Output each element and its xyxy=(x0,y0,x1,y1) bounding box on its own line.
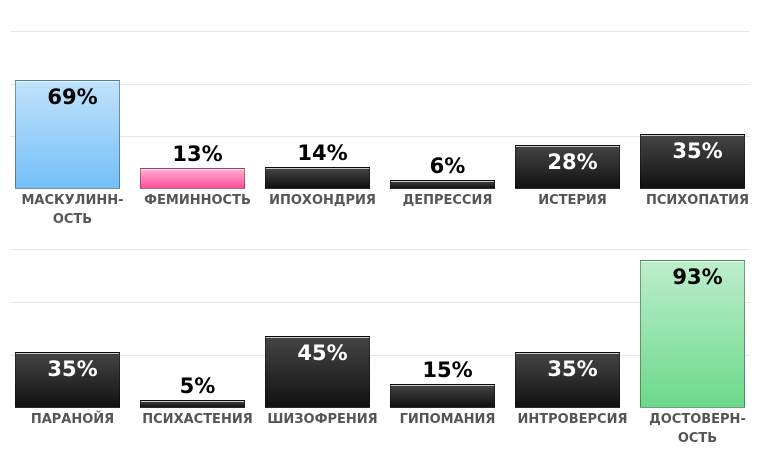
value-label: 93% xyxy=(672,265,723,290)
grid-line xyxy=(10,136,750,138)
category-label: ИСТЕРИЯ xyxy=(538,193,607,208)
bar xyxy=(140,400,245,408)
value-label: 35% xyxy=(547,357,598,382)
category-label: ФЕМИННОСТЬ xyxy=(144,193,251,208)
grid-line xyxy=(10,31,750,32)
grid-line xyxy=(10,355,750,357)
value-label: 6% xyxy=(429,153,466,178)
category-label: ДЕПРЕССИЯ xyxy=(402,193,493,208)
category-label: ШИЗОФРЕНИЯ xyxy=(267,412,378,427)
bar xyxy=(390,384,495,408)
category-label: ИПОХОНДРИЯ xyxy=(269,193,376,208)
value-label: 35% xyxy=(47,357,98,382)
bar xyxy=(140,168,245,189)
bar xyxy=(265,336,370,408)
value-label: 14% xyxy=(297,140,348,165)
category-label: ПАРАНОЙЯ xyxy=(30,412,115,427)
value-label: 13% xyxy=(172,142,223,167)
bar xyxy=(515,144,620,189)
bar xyxy=(640,133,745,189)
value-label: 28% xyxy=(547,149,598,174)
category-label: ПСИХАСТЕНИЯ xyxy=(142,412,253,427)
grid-line xyxy=(10,249,750,250)
category-label: ПСИХОПАТИЯ xyxy=(645,193,750,208)
value-label: 69% xyxy=(47,84,98,109)
bar xyxy=(515,352,620,408)
category-label: МАСКУЛИНН- ОСТЬ xyxy=(21,193,124,227)
grid-line xyxy=(10,301,750,303)
bar xyxy=(15,352,120,408)
category-label: ДОСТОВЕРН- ОСТЬ xyxy=(649,412,746,446)
value-label: 15% xyxy=(422,358,473,383)
bar xyxy=(15,79,120,189)
category-label: ГИПОМАНИЯ xyxy=(399,412,496,427)
bar xyxy=(265,166,370,189)
value-label: 5% xyxy=(179,374,216,399)
bar xyxy=(640,260,745,408)
bar xyxy=(390,179,495,189)
value-label: 45% xyxy=(297,341,348,366)
grid-line xyxy=(10,83,750,85)
value-label: 35% xyxy=(672,138,723,163)
category-label: ИНТРОВЕРСИЯ xyxy=(517,412,628,427)
